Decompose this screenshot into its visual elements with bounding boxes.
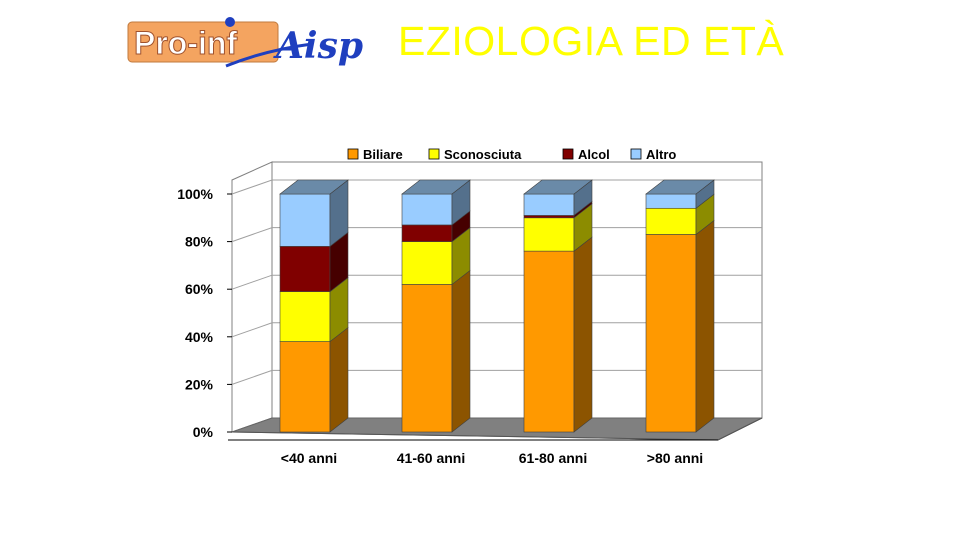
bar-segment [523, 236, 593, 433]
legend-item: Alcol [562, 147, 610, 162]
bar-segment [401, 226, 471, 286]
gridline [231, 227, 762, 243]
bar-side [451, 269, 471, 433]
x-tick-label: <40 anni [281, 450, 337, 466]
legend-swatch [630, 148, 642, 160]
bar-segment [645, 219, 715, 433]
legend-label: Alcol [578, 147, 610, 162]
legend: Biliare Sconosciuta Alcol Altro [347, 147, 676, 162]
logo-box [127, 21, 279, 63]
y-tick-label: 100% [177, 186, 213, 202]
bar-top [401, 179, 471, 195]
legend-swatch [347, 148, 359, 160]
bar-side [573, 236, 593, 433]
bar-segment [523, 203, 593, 252]
bar-segment [401, 179, 471, 226]
bar-top [279, 179, 349, 195]
x-tick-label: 61-80 anni [519, 450, 587, 466]
gridline [231, 179, 762, 195]
bar-front [645, 193, 697, 209]
bar-front [401, 224, 453, 242]
bar-front [523, 215, 575, 219]
bar-top [645, 179, 715, 195]
y-tick-label: 20% [185, 376, 214, 392]
logo-dot [225, 17, 235, 27]
bar-front [279, 193, 331, 247]
legend-label: Biliare [363, 147, 403, 162]
bar-front [401, 193, 453, 226]
legend-swatch [428, 148, 440, 160]
bar-front [645, 234, 697, 433]
bar-top [523, 179, 593, 195]
x-tick-label: 41-60 anni [397, 450, 465, 466]
bars [279, 179, 715, 433]
bar-segment [279, 326, 349, 433]
y-tick-label: 40% [185, 329, 214, 345]
bar-segment [279, 231, 349, 293]
pro-inf-aisp-logo: Pro-inf Aisp [127, 17, 363, 68]
x-axis-labels: <40 anni 41-60 anni 61-80 anni >80 anni [281, 450, 703, 466]
legend-label: Altro [646, 147, 676, 162]
bar-front [279, 246, 331, 292]
x-tick-label: >80 anni [647, 450, 703, 466]
bar-front [523, 217, 575, 252]
y-tick-label: 0% [193, 424, 214, 440]
gridline [231, 274, 762, 290]
bar-front [523, 193, 575, 216]
bar-front [645, 207, 697, 235]
slide-title: EZIOLOGIA ED ETÀ [398, 18, 785, 64]
gridline [231, 322, 762, 338]
bar-side [695, 219, 715, 433]
bar-front [401, 241, 453, 285]
bar-front [279, 291, 331, 342]
gridline [231, 369, 762, 385]
y-tick-label: 80% [185, 234, 214, 250]
bar-segment [401, 210, 471, 243]
bar-segment [279, 276, 349, 343]
bar-front [401, 284, 453, 433]
y-tick-label: 60% [185, 281, 214, 297]
bar-segment [645, 193, 715, 236]
legend-item: Sconosciuta [428, 147, 522, 162]
gridlines [231, 179, 762, 385]
legend-label: Sconosciuta [444, 147, 522, 162]
bar-side [329, 326, 349, 433]
logo-part2: Aisp [273, 25, 363, 67]
left-wall [231, 161, 273, 433]
legend-swatch [562, 148, 574, 160]
y-axis-ticks: 0% 20% 40% 60% 80% 100% [177, 186, 232, 440]
logo-swoosh [225, 42, 313, 68]
legend-item: Biliare [347, 147, 403, 162]
legend-item: Altro [630, 147, 676, 162]
bar-front [523, 250, 575, 433]
bar-segment [279, 179, 349, 247]
bar-front [279, 341, 331, 433]
bar-segment [401, 269, 471, 433]
logo-part1: Pro-inf [134, 25, 237, 61]
